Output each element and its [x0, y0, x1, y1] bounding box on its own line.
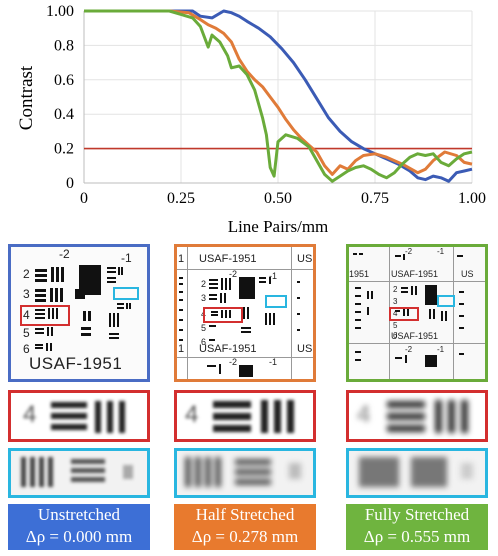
element-number: 2: [201, 279, 207, 289]
partial-label: US: [461, 269, 474, 279]
y-tick-label: 0.4: [54, 106, 74, 123]
partial-label: US: [297, 253, 313, 265]
red-zoom-half-stretched: 4: [174, 390, 316, 442]
y-axis-label: Contrast: [16, 65, 37, 130]
partial-label: 1: [178, 343, 185, 355]
element-number: 5: [23, 326, 30, 340]
label-line1: Half Stretched: [195, 505, 295, 524]
target-title: USAF-1951: [391, 331, 439, 341]
x-tick-labels: 0 0.25 0.50 0.75 1.00: [80, 190, 486, 207]
contrast-chart: 0 0.25 0.50 0.75 1.00 0 0.2 0.4 0.6 0.8 1.00 Line…: [16, 3, 486, 236]
partial-label: 1951: [349, 269, 370, 279]
group-label: -1: [437, 247, 445, 256]
x-tick-label: 0.50: [264, 190, 292, 207]
element-number: 3: [23, 287, 30, 301]
element-number: 6: [201, 337, 207, 347]
zoom-box-red: [20, 305, 70, 326]
group-label: -1: [269, 271, 278, 281]
label-line1: Fully Stretched: [364, 505, 470, 524]
zoom-box-cyan: [265, 295, 287, 308]
label-unstretched: Unstretched Δρ = 0.000 mm: [8, 504, 150, 550]
label-half-stretched: Half Stretched Δρ = 0.278 mm: [174, 504, 316, 550]
element-number: 2: [393, 285, 398, 294]
element-number: 4: [23, 308, 30, 322]
partial-label: 1: [178, 253, 185, 265]
target-title: USAF-1951: [199, 253, 257, 265]
group-label: -2: [405, 247, 413, 256]
cyan-zoom-fully-stretched: [346, 448, 488, 498]
element-number: 6: [393, 331, 398, 340]
y-tick-label: 1.00: [46, 3, 74, 20]
group-label: -1: [269, 357, 278, 367]
target-title: USAF-1951: [391, 269, 439, 279]
chart-series: [84, 9, 473, 183]
x-tick-label: 0.75: [361, 190, 389, 207]
element-number: 3: [393, 297, 398, 306]
y-tick-label: 0.6: [54, 72, 74, 89]
partial-label: US: [297, 343, 313, 355]
y-tick-label: 0: [66, 175, 74, 192]
element-number: 4: [393, 309, 398, 318]
target-title: USAF-1951: [199, 343, 257, 355]
group-label: -1: [121, 251, 132, 265]
y-tick-label: 0.8: [54, 37, 74, 54]
x-tick-label: 0.25: [167, 190, 195, 207]
cyan-zoom-unstretched: [8, 448, 150, 498]
cyan-zoom-half-stretched: [174, 448, 316, 498]
zoom-box-cyan: [437, 295, 455, 307]
target-panel-half-stretched: 1 USAF-1951 US -2 -1 2 3 4 5 6 USAF-1951…: [174, 244, 316, 382]
group-label: -2: [229, 269, 238, 279]
target-title: USAF-1951: [29, 354, 123, 373]
chart-gridlines: [83, 10, 473, 184]
group-label: -2: [229, 357, 238, 367]
group-label: -2: [59, 247, 70, 261]
zoom-box-cyan: [113, 287, 139, 300]
y-tick-labels: 0 0.2 0.4 0.6 0.8 1.00: [46, 3, 74, 192]
x-tick-label: 0: [80, 190, 88, 207]
series-line-2: [84, 9, 473, 183]
label-line2: Δρ = 0.555 mm: [363, 527, 471, 546]
x-axis-label: Line Pairs/mm: [228, 217, 329, 236]
element-number: 5: [201, 323, 207, 333]
group-label: -2: [405, 345, 413, 354]
element-number: 5: [393, 321, 398, 330]
zoom-box-red: [389, 307, 419, 321]
label-line1: Unstretched: [37, 505, 121, 524]
target-panel-fully-stretched: -2 -1 1951 USAF-1951 US 2 3 4 5 6 USAF-1…: [346, 244, 488, 382]
element-number: 6: [23, 342, 30, 356]
y-tick-label: 0.2: [54, 141, 74, 158]
chart-axes: [83, 11, 472, 184]
label-line2: Δρ = 0.278 mm: [191, 527, 299, 546]
red-zoom-unstretched: 4: [8, 390, 150, 442]
target-panel-unstretched: -2 -1 2 3 4 5 6 USAF-1951: [8, 244, 150, 382]
zoom-element-number: 4: [357, 401, 371, 428]
label-fully-stretched: Fully Stretched Δρ = 0.555 mm: [346, 504, 488, 550]
label-line2: Δρ = 0.000 mm: [25, 527, 133, 546]
group-label: -1: [437, 345, 445, 354]
series-line-0: [84, 9, 473, 183]
element-number: 2: [23, 267, 30, 281]
zoom-element-number: 4: [185, 401, 199, 428]
x-tick-label: 1.00: [458, 190, 486, 207]
element-number: 3: [201, 293, 207, 303]
red-zoom-fully-stretched: 4: [346, 390, 488, 442]
zoom-element-number: 4: [23, 401, 37, 428]
zoom-box-red: [203, 307, 243, 323]
